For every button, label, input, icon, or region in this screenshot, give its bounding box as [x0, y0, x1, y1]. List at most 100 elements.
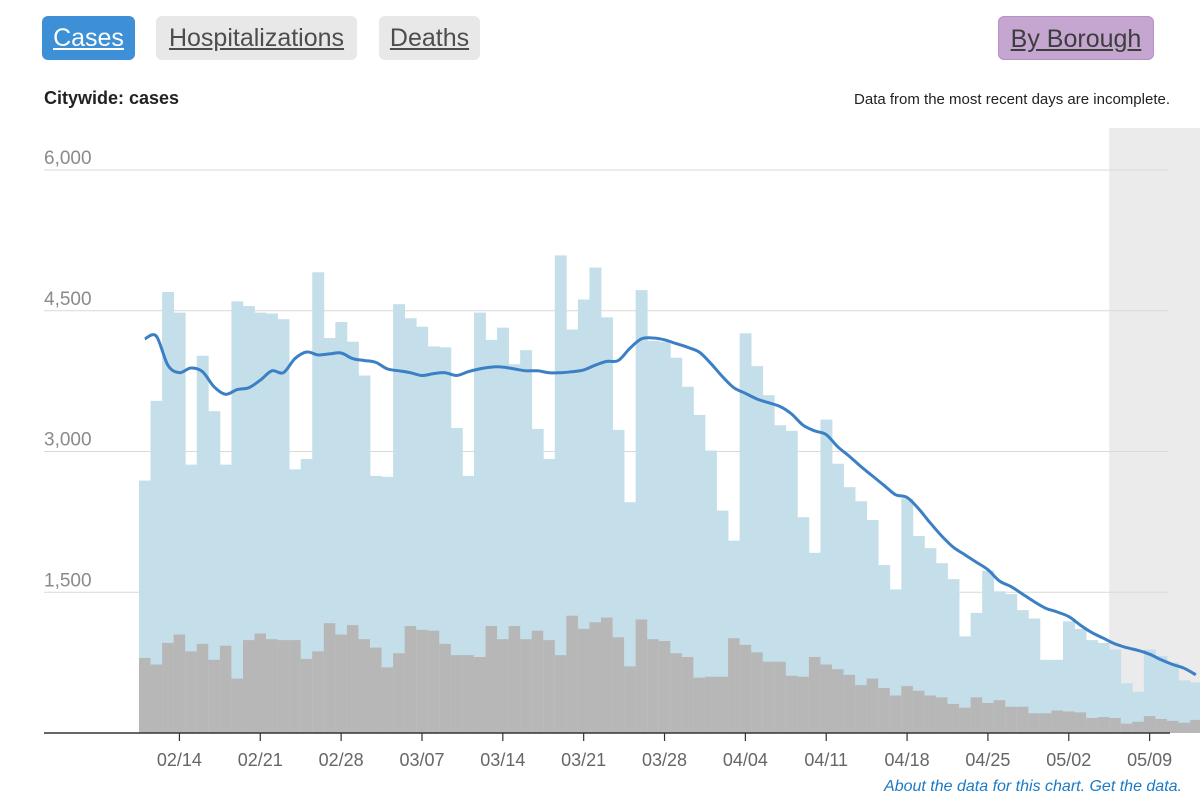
bar-bottom	[254, 633, 267, 733]
bar-total	[1005, 594, 1018, 733]
bar-bottom	[785, 675, 798, 733]
bar-bottom	[531, 630, 544, 733]
bar-bottom	[554, 655, 567, 733]
cases-chart: 1,500 3,000 4,500 6,000 02/14 02/21 02/28 03/07…	[44, 128, 1200, 770]
bar-bottom	[1086, 717, 1099, 733]
bar-total	[728, 540, 740, 733]
bar-total	[704, 450, 717, 733]
x-tick-label: 02/14	[157, 750, 202, 770]
bar-bottom	[196, 643, 209, 733]
bar-total	[982, 570, 995, 733]
y-tick-label: 3,000	[44, 430, 92, 451]
bar-total	[185, 464, 198, 733]
bar-total	[231, 301, 244, 733]
bar-total	[289, 469, 302, 733]
bar-bottom	[935, 697, 948, 733]
bar-total	[959, 636, 971, 733]
chart-subtitle: Citywide: cases	[44, 88, 180, 108]
bar-bottom	[208, 659, 221, 733]
x-tick-label: 04/11	[804, 750, 848, 770]
bar-bottom	[1155, 718, 1168, 733]
bar-bottom	[427, 630, 440, 733]
bar-total	[427, 346, 440, 733]
bar-bottom	[242, 640, 255, 733]
bar-total	[554, 255, 567, 733]
bar-bottom	[173, 634, 186, 733]
bar-bottom	[543, 640, 556, 733]
bar-bottom	[289, 640, 302, 733]
bar-total	[716, 510, 729, 733]
bar-bottom	[982, 702, 995, 733]
bar-bottom	[150, 664, 163, 733]
by-borough-button[interactable]: By Borough	[998, 16, 1154, 60]
bar-total	[820, 419, 833, 733]
bar-bottom	[566, 615, 579, 733]
bar-total	[878, 565, 891, 733]
bar-total	[693, 414, 706, 733]
bar-bottom	[508, 626, 521, 733]
bar-total	[843, 487, 856, 733]
bar-total	[670, 357, 683, 733]
tab-cases[interactable]: Cases	[42, 16, 135, 60]
bar-total	[1132, 691, 1145, 733]
bar-total	[1178, 680, 1191, 733]
bar-bottom	[1074, 712, 1087, 733]
get-data-link[interactable]: Get the data	[1089, 778, 1178, 795]
bar-total	[901, 498, 914, 733]
x-tick-label: 03/28	[642, 750, 687, 770]
bar-total	[335, 322, 348, 733]
bar-bottom	[404, 626, 417, 733]
bar-total	[855, 501, 868, 733]
bar-bottom	[912, 690, 925, 733]
bar-total	[1051, 659, 1064, 733]
bar-bottom	[1132, 721, 1145, 733]
tab-hospitalizations[interactable]: Hospitalizations	[156, 16, 357, 60]
bar-bottom	[323, 623, 336, 733]
bar-bottom	[381, 667, 394, 733]
bar-total	[1039, 659, 1052, 733]
bar-bottom	[520, 639, 533, 733]
bar-total	[196, 355, 209, 733]
bar-total	[312, 272, 325, 733]
bar-bottom	[1120, 723, 1133, 733]
bar-total	[1063, 621, 1075, 733]
bar-bottom	[924, 695, 937, 733]
x-tick-label: 02/21	[238, 750, 283, 770]
bar-total	[150, 400, 163, 733]
bar-bottom	[185, 651, 198, 733]
incomplete-data-note: Data from the most recent days are incom…	[854, 91, 1170, 108]
bar-bottom	[635, 619, 648, 733]
bar-bottom	[219, 645, 232, 733]
bar-total	[993, 591, 1006, 733]
bar-total	[1155, 656, 1168, 733]
bar-bottom	[439, 643, 452, 733]
about-data-link[interactable]: About the data for this chart	[884, 778, 1081, 795]
bar-bottom	[751, 652, 764, 733]
bar-total	[1143, 649, 1156, 733]
bar-total	[808, 552, 821, 733]
x-tick-label: 05/09	[1127, 750, 1172, 770]
bar-bottom	[624, 666, 637, 733]
tab-deaths[interactable]: Deaths	[379, 16, 480, 60]
bar-total	[601, 317, 613, 733]
y-tick-label: 6,000	[44, 148, 92, 169]
bar-bottom	[231, 678, 244, 733]
bar-bottom	[450, 655, 463, 733]
y-tick-label: 4,500	[44, 289, 92, 310]
bar-bottom	[658, 641, 671, 733]
bar-total	[739, 333, 752, 733]
bar-bottom	[312, 651, 325, 733]
bar-bottom	[1051, 710, 1064, 733]
bar-total	[1166, 662, 1179, 733]
bar-bottom	[1166, 720, 1179, 733]
bar-total	[681, 386, 694, 733]
incomplete-data-region	[1109, 128, 1200, 733]
bar-total	[577, 299, 590, 733]
bar-total	[219, 464, 232, 733]
bar-bottom	[335, 634, 348, 733]
bar-bottom	[462, 655, 475, 733]
bar-bottom	[878, 687, 891, 733]
footer-end: .	[1177, 778, 1182, 795]
bar-bottom	[277, 640, 290, 733]
bar-bottom	[1028, 713, 1041, 733]
